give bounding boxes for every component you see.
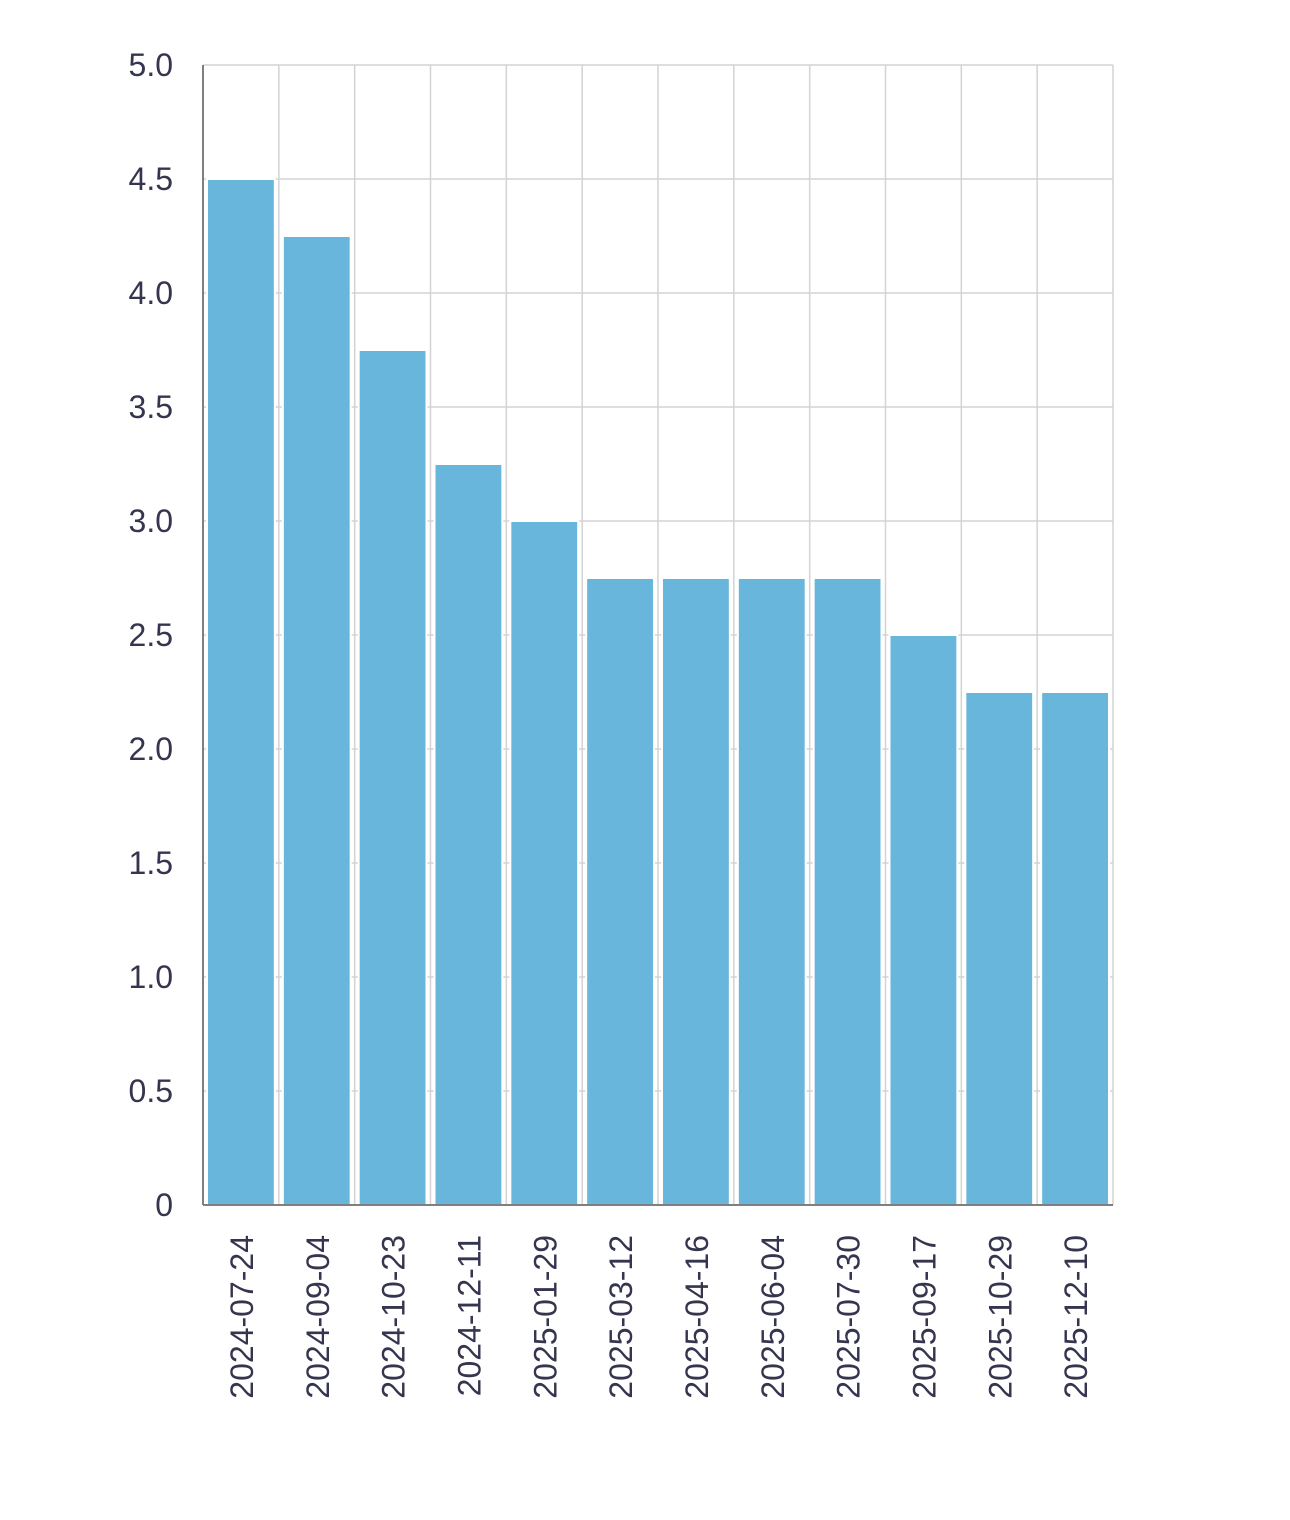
y-tick-label: 0.5 bbox=[129, 1073, 173, 1109]
x-tick-label: 2024-09-04 bbox=[300, 1235, 336, 1399]
y-tick-label: 4.0 bbox=[129, 275, 173, 311]
bar-2025-03-12 bbox=[585, 577, 656, 1206]
x-tick-label: 2025-07-30 bbox=[831, 1235, 867, 1399]
y-tick-label: 3.0 bbox=[129, 503, 173, 539]
y-tick-label: 1.5 bbox=[129, 845, 173, 881]
bar-2024-10-23 bbox=[357, 349, 428, 1206]
bar-2025-06-04 bbox=[736, 577, 807, 1206]
x-tick-label: 2024-12-11 bbox=[451, 1235, 487, 1396]
bar-2025-12-10 bbox=[1040, 691, 1110, 1206]
y-tick-label: 1.0 bbox=[129, 959, 173, 995]
y-tick-label: 2.5 bbox=[129, 617, 173, 653]
y-tick-label: 0 bbox=[155, 1187, 173, 1223]
x-tick-label: 2025-04-16 bbox=[679, 1235, 715, 1399]
x-tick-label: 2025-12-10 bbox=[1058, 1235, 1094, 1399]
y-tick-label: 5.0 bbox=[129, 47, 173, 83]
x-tick-label: 2025-01-29 bbox=[527, 1235, 563, 1399]
grid-lines bbox=[202, 64, 1114, 1206]
x-tick-label: 2024-10-23 bbox=[376, 1235, 412, 1399]
y-tick-label: 3.5 bbox=[129, 389, 173, 425]
bars bbox=[206, 178, 1110, 1206]
bar-2024-09-04 bbox=[281, 235, 352, 1206]
x-tick-label: 2025-10-29 bbox=[982, 1235, 1018, 1399]
y-tick-label: 4.5 bbox=[129, 161, 173, 197]
x-tick-labels: 2024-07-24 2024-09-04 2024-10-23 2024-12-11… bbox=[224, 1235, 1094, 1399]
bar-2024-12-11 bbox=[433, 463, 504, 1206]
y-tick-labels: 0 0.5 1.0 1.5 2.0 2.5 3.0 3.5 4.0 4.5 5.0 bbox=[129, 47, 173, 1223]
bar-2025-07-30 bbox=[812, 577, 883, 1206]
bar-2025-04-16 bbox=[661, 577, 731, 1206]
x-tick-label: 2025-09-17 bbox=[906, 1235, 942, 1399]
y-tick-label: 2.0 bbox=[129, 731, 173, 767]
bar-2024-07-24 bbox=[206, 178, 276, 1206]
axes bbox=[202, 65, 1113, 1206]
x-tick-label: 2025-03-12 bbox=[603, 1235, 639, 1399]
bar-2025-09-17 bbox=[888, 634, 959, 1206]
bar-2025-10-29 bbox=[964, 691, 1035, 1206]
bar-2025-01-29 bbox=[509, 520, 580, 1206]
x-tick-label: 2024-07-24 bbox=[224, 1235, 260, 1399]
x-tick-label: 2025-06-04 bbox=[755, 1235, 791, 1399]
